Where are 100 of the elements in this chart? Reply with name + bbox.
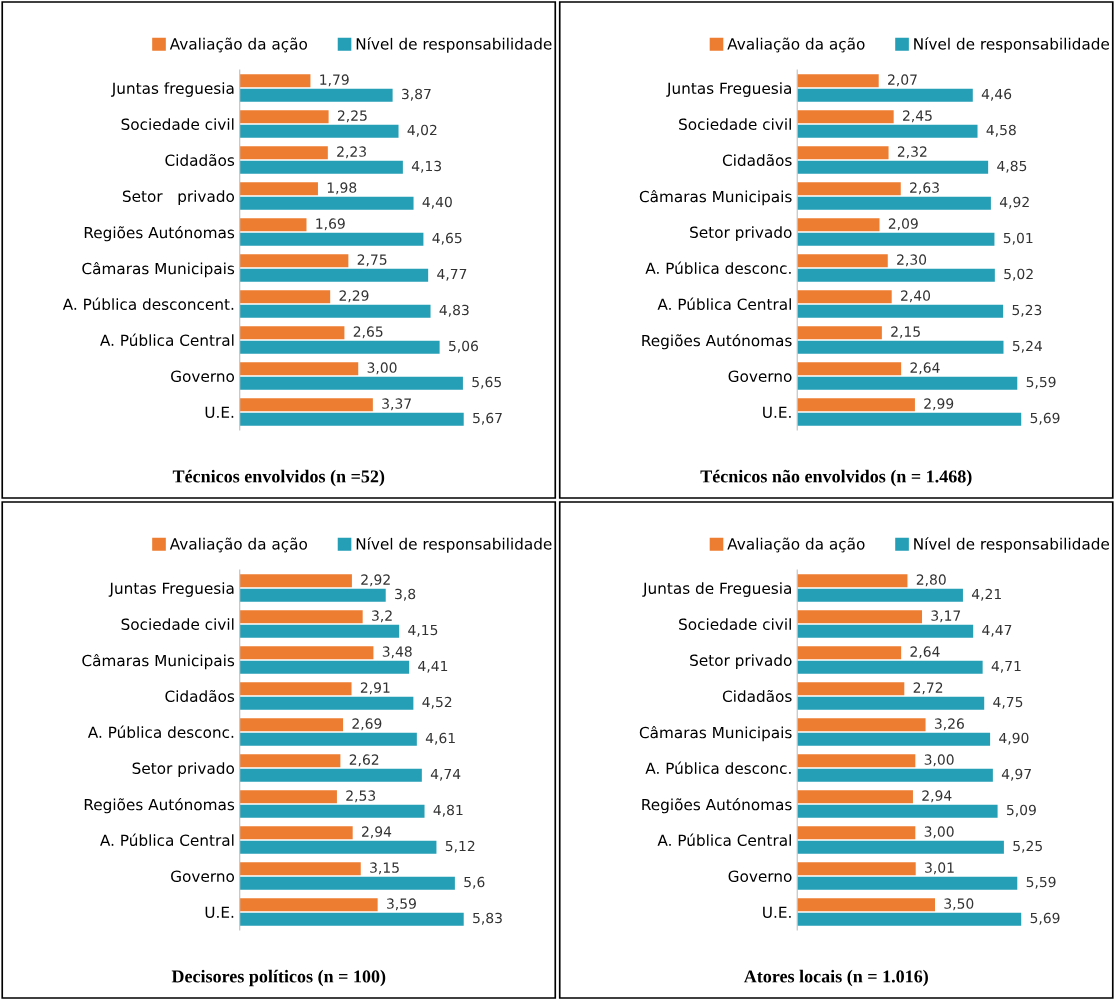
bar [797, 610, 923, 624]
text: Técnicos não envolvidos (n = 1.468) [700, 469, 972, 487]
data-label: 2,72 [913, 682, 943, 695]
data-label: 4,61 [425, 732, 455, 745]
bar [239, 88, 393, 102]
bar [797, 862, 916, 876]
bar [797, 110, 894, 124]
legend-label: Avaliação da ação [169, 37, 308, 53]
y-tick-label: Regiões Autónomas [642, 333, 792, 350]
data-label: 5,69 [1030, 412, 1060, 425]
y-tick-label: Governo [171, 370, 235, 383]
bar [239, 362, 359, 376]
data-label: 3,50 [944, 898, 974, 911]
bar [239, 840, 437, 854]
data-label: 1,79 [320, 74, 349, 87]
bar [797, 412, 1022, 426]
bar [797, 660, 983, 674]
data-label: 3,01 [925, 862, 954, 875]
data-label: 4,71 [991, 660, 1021, 673]
bar [797, 376, 1018, 390]
y-tick-label: Câmaras Municipais [639, 725, 792, 742]
legend-label: Nível de responsabilidade [914, 37, 1110, 53]
legend-label: Nível de responsabilidade [356, 37, 552, 53]
data-label: 2,40 [901, 290, 931, 303]
bar [239, 340, 440, 354]
data-label: 2,80 [916, 574, 946, 587]
y-tick-label: Câmaras Municipais [639, 189, 792, 206]
data-label: 2,64 [910, 362, 940, 375]
bar [797, 588, 963, 602]
data-label: 2,64 [910, 646, 940, 659]
data-label: 3,00 [924, 754, 954, 767]
bar [239, 790, 337, 804]
data-label: 2,63 [910, 182, 939, 195]
y-tick-label: U.E. [763, 906, 791, 919]
bar [239, 696, 414, 710]
legend-label: Avaliação da ação [727, 537, 865, 553]
bar [797, 790, 913, 804]
data-label: 4,97 [1001, 768, 1031, 781]
data-label: 5,59 [1026, 376, 1056, 389]
bar [797, 398, 915, 412]
bar [797, 232, 995, 246]
data-label: 2,92 [361, 574, 390, 587]
data-label: 1,69 [316, 218, 345, 231]
data-label: 4,15 [408, 624, 438, 637]
data-label: 4,90 [999, 732, 1029, 745]
bar [239, 160, 403, 174]
bar [239, 876, 455, 890]
bar [797, 624, 974, 638]
data-label: 2,62 [349, 754, 379, 767]
bar [239, 610, 363, 624]
bar [797, 268, 995, 282]
data-label: 2,30 [897, 254, 927, 267]
bar [797, 826, 916, 840]
data-label: 3,59 [387, 898, 416, 911]
data-label: 4,52 [422, 696, 452, 709]
y-tick-label: Cidadãos [722, 153, 792, 167]
bar [239, 754, 341, 768]
data-label: 5,23 [1012, 304, 1042, 317]
bar [797, 146, 889, 160]
legend-label: Avaliação da ação [169, 537, 308, 553]
bar [239, 326, 345, 340]
y-tick-label: A. Pública desconc. [645, 261, 791, 275]
data-label: 4,02 [407, 124, 437, 137]
y-tick-label: Sociedade civil [121, 618, 234, 631]
data-label: 5,25 [1013, 840, 1042, 853]
bar [797, 754, 916, 768]
bar [797, 340, 1004, 354]
data-label: 2,91 [360, 682, 390, 695]
bar [239, 862, 361, 876]
y-tick-label: Setor privado [122, 190, 235, 205]
y-tick-label: A. Pública desconcent. [62, 297, 234, 311]
data-label: 2,99 [924, 398, 954, 411]
y-tick-label: Regiões Autónomas [84, 225, 235, 242]
y-tick-label: Sociedade civil [121, 118, 234, 131]
y-tick-label: A. Pública Central [100, 333, 234, 347]
bar [797, 182, 901, 196]
data-label: 2,53 [346, 790, 376, 803]
text: Atores locais (n = 1.016) [743, 969, 928, 987]
legend-label: Avaliação da ação [727, 37, 865, 53]
bar [239, 826, 353, 840]
bar [239, 268, 429, 282]
data-label: 3,2 [372, 610, 392, 623]
data-label: 5,83 [473, 912, 502, 925]
data-label: 5,09 [1007, 804, 1036, 817]
y-tick-label: Cidadãos [165, 689, 235, 703]
y-tick-label: U.E. [205, 906, 234, 919]
y-tick-label: Setor privado [690, 226, 792, 241]
data-label: 5,69 [1030, 912, 1060, 925]
y-tick-label: Juntas Freguesia [108, 582, 234, 597]
data-label: 5,12 [445, 840, 475, 853]
bar [797, 718, 926, 732]
bar [797, 682, 905, 696]
bar [797, 124, 978, 138]
data-label: 1,98 [327, 182, 357, 195]
data-label: 4,77 [437, 268, 467, 281]
bar [797, 254, 888, 268]
data-label: 4,65 [432, 232, 462, 245]
data-label: 4,75 [993, 696, 1023, 709]
y-tick-label: Regiões Autónomas [642, 797, 792, 814]
bar [239, 682, 352, 696]
